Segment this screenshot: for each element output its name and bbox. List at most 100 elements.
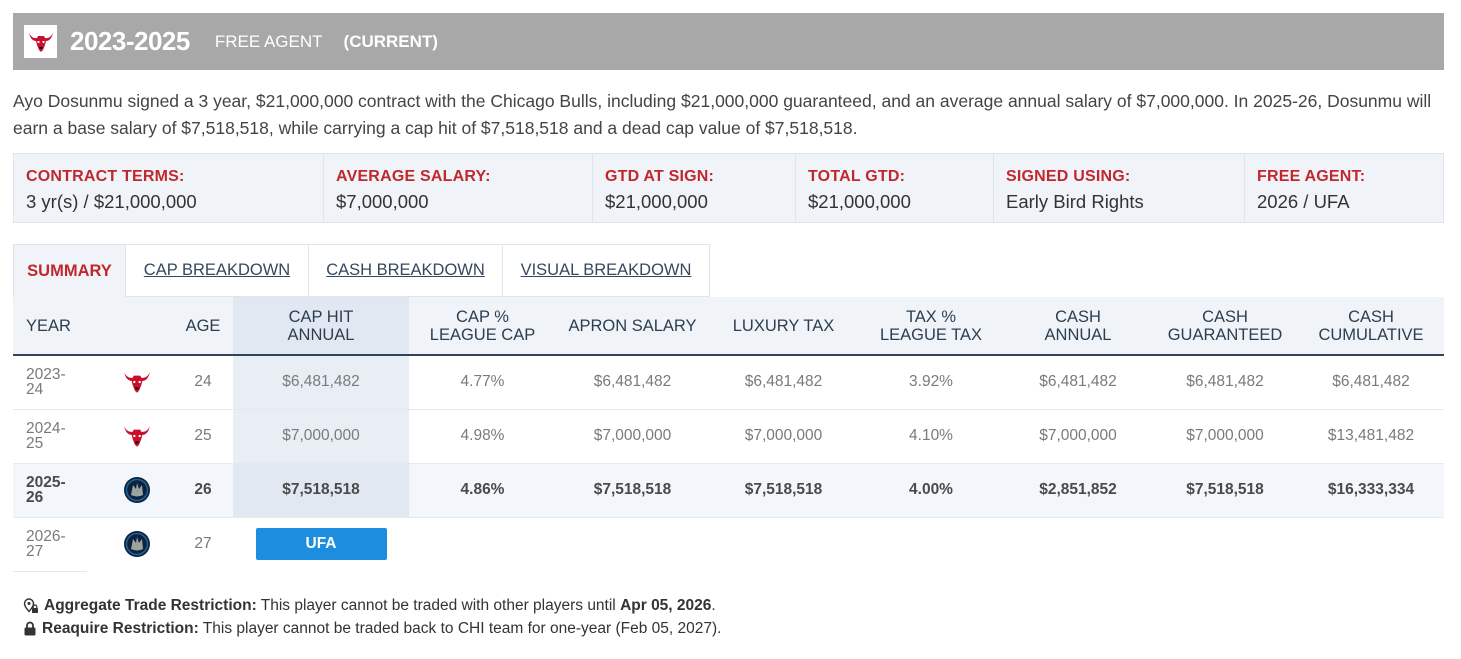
table-row: 2024- 25 25 $7,000,000 4.98% $7,000,000 $… [13,409,1444,463]
col-cash-guaranteed[interactable]: CASH GUARANTEED [1152,297,1298,355]
term-label: TOTAL GTD: [808,168,906,185]
col-cap-pct-line1: CAP % [456,307,509,326]
col-year[interactable]: YEAR [26,316,71,335]
term-value: 2026 / UFA [1257,191,1350,212]
col-cash-gtd-line1: CASH [1202,307,1248,326]
table-row: 2026- 27 27 UFA [13,517,1444,571]
row-team [101,517,173,571]
term-value: $21,000,000 [808,191,911,212]
row-cap-hit: UFA [233,517,409,571]
table-row: 2023- 24 24 $6,481,482 4.77% $6,481,482 $… [13,355,1444,409]
row-cash-guaranteed: $7,000,000 [1186,427,1264,444]
term-contract-terms: CONTRACT TERMS: 3 yr(s) / $21,000,000 [14,154,324,222]
row-luxury-tax: $7,000,000 [744,427,823,444]
col-cash-cumulative[interactable]: CASH CUMULATIVE [1298,297,1444,355]
term-label: FREE AGENT: [1257,168,1366,185]
tab-cap-breakdown[interactable]: CAP BREAKDOWN [126,244,309,297]
col-cash-annual-line2: ANNUAL [1044,325,1112,344]
row-cash-annual: $2,851,852 [1039,481,1117,498]
contract-status: FREE AGENT [214,31,323,51]
trade-restrictions: Aggregate Trade Restriction: This player… [23,594,721,640]
row-year: 2025- 26 [13,463,101,517]
term-signed-using: SIGNED USING: Early Bird Rights [994,154,1245,222]
col-cap-hit-line1: CAP HIT [288,307,354,326]
col-cap-hit-line2: ANNUAL [287,325,355,344]
col-cash-annual[interactable]: CASH ANNUAL [1004,297,1152,355]
table-row-current: 2025- 26 26 $7,518,518 4.86% $7,518,518 $… [13,463,1444,517]
row-year: 2023- 24 [13,355,101,409]
tab-visual-breakdown[interactable]: VISUAL BREAKDOWN [503,244,710,297]
row-cash-guaranteed: $6,481,482 [1186,373,1264,391]
row-age: 27 [194,535,212,553]
aggregate-restriction-date: Apr 05, 2026 [620,597,712,614]
bulls-logo-icon [124,372,150,393]
term-value: 3 yr(s) / $21,000,000 [26,191,197,212]
row-year-line1: 2026- [26,528,66,546]
row-cash-cumulative: $16,333,334 [1327,481,1415,498]
col-cap-hit[interactable]: CAP HIT ANNUAL [233,297,409,355]
col-cash-gtd-line2: GUARANTEED [1167,325,1283,344]
ufa-badge: UFA [255,528,387,561]
row-age: 25 [194,427,212,444]
breakdown-tabs: SUMMARY CAP BREAKDOWN CASH BREAKDOWN VIS… [13,244,710,297]
row-tax-pct: 3.92% [909,373,953,391]
row-luxury-tax: $7,518,518 [744,481,823,498]
row-age: 26 [194,481,212,498]
col-age[interactable]: AGE [185,316,221,335]
divider [13,571,87,572]
timberwolves-logo-icon [124,477,150,503]
row-cash-annual: $6,481,482 [1039,373,1117,391]
reacquire-restriction-title: Reaquire Restriction: [42,620,199,637]
contract-terms-panel: CONTRACT TERMS: 3 yr(s) / $21,000,000 AV… [13,153,1444,223]
row-team [101,409,173,463]
col-cash-annual-line1: CASH [1055,307,1101,326]
reacquire-restriction-text: This player cannot be traded back to CHI… [198,620,722,637]
row-tax-pct: 4.10% [909,427,953,444]
term-gtd-at-sign: GTD AT SIGN: $21,000,000 [593,154,796,222]
team-logo [24,25,57,58]
row-year-line1: 2023- [26,366,66,384]
col-tax-pct-line1: TAX % [905,307,957,326]
row-cap-pct: 4.77% [460,373,505,391]
row-year-line2: 27 [26,543,44,561]
col-cap-pct-line2: LEAGUE CAP [429,325,536,344]
col-luxury-tax[interactable]: LUXURY TAX [732,316,835,335]
lock-icon [24,621,36,636]
term-total-gtd: TOTAL GTD: $21,000,000 [796,154,994,222]
col-tax-pct[interactable]: TAX % LEAGUE TAX [858,297,1004,355]
term-value: $21,000,000 [605,191,708,212]
row-tax-pct: 4.00% [909,481,953,498]
row-cap-hit: $7,518,518 [233,463,409,517]
tab-summary[interactable]: SUMMARY [13,244,126,297]
col-cash-cum-line2: CUMULATIVE [1318,325,1424,344]
aggregate-restriction-note: Aggregate Trade Restriction: This player… [23,594,721,617]
row-apron-salary: $7,000,000 [593,427,672,444]
col-cap-pct[interactable]: CAP % LEAGUE CAP [409,297,556,355]
term-free-agent: FREE AGENT: 2026 / UFA [1245,154,1443,222]
table-header-row: YEAR AGE CAP HIT ANNUAL CAP % LEAGUE CAP A… [13,297,1444,355]
col-cash-cum-line1: CASH [1348,307,1394,326]
tab-cash-breakdown[interactable]: CASH BREAKDOWN [309,244,503,297]
timberwolves-logo-icon [124,531,150,558]
col-apron-salary[interactable]: APRON SALARY [568,316,697,335]
bulls-logo-icon [124,426,150,447]
term-value: $7,000,000 [336,191,429,212]
row-team [101,355,173,409]
location-lock-icon [23,597,38,613]
row-year: 2026- 27 [13,517,101,571]
row-apron-salary: $7,518,518 [593,481,672,498]
contract-header: 2023-2025 FREE AGENT (CURRENT) [13,13,1444,70]
row-year-line2: 24 [26,381,44,399]
contract-description: Ayo Dosunmu signed a 3 year, $21,000,000… [13,91,1432,138]
row-year: 2024- 25 [13,409,101,463]
row-team [101,463,173,517]
row-year-line1: 2025- [26,474,66,491]
bulls-logo-icon [28,32,53,52]
aggregate-restriction-text: This player cannot be traded with other … [256,597,621,614]
term-average-salary: AVERAGE SALARY: $7,000,000 [324,154,593,222]
row-cap-pct: 4.86% [460,481,505,498]
row-year-line1: 2024- [26,420,66,437]
contract-summary-table: YEAR AGE CAP HIT ANNUAL CAP % LEAGUE CAP A… [13,297,1444,571]
row-apron-salary: $6,481,482 [593,373,672,391]
term-label: AVERAGE SALARY: [336,168,491,185]
